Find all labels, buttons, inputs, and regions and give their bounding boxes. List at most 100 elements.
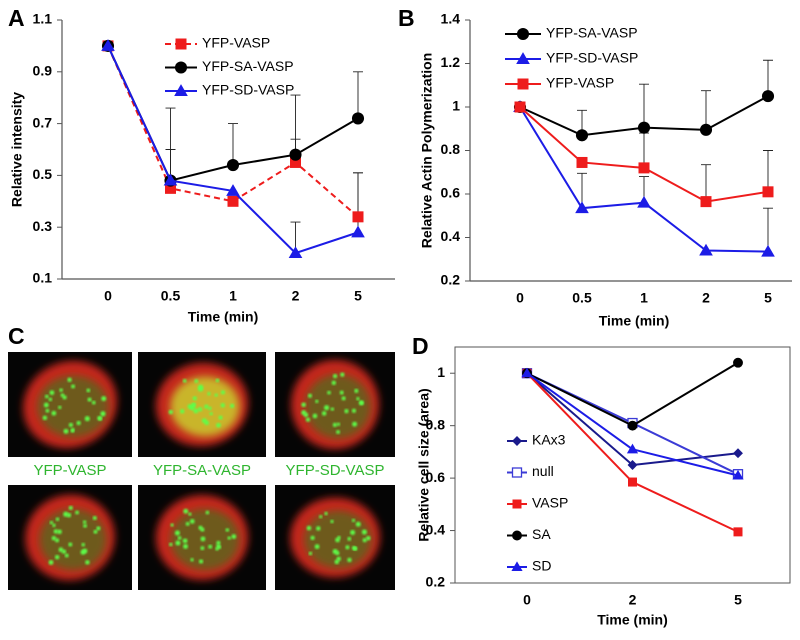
puncta <box>231 534 237 539</box>
puncta <box>301 402 306 408</box>
marker <box>576 156 588 168</box>
y-tick-label: 0.6 <box>441 185 461 201</box>
puncta <box>98 416 103 421</box>
puncta <box>352 421 358 427</box>
puncta <box>60 393 65 398</box>
error-bar <box>701 90 711 130</box>
puncta <box>96 526 101 531</box>
plot-frame <box>454 346 791 584</box>
puncta <box>87 397 92 402</box>
puncta <box>204 404 209 409</box>
puncta <box>197 407 203 412</box>
error-bar <box>763 150 773 192</box>
puncta <box>324 405 330 411</box>
puncta <box>68 505 73 510</box>
puncta <box>80 549 86 555</box>
legend-label: SA <box>532 526 551 542</box>
puncta <box>353 546 357 551</box>
puncta <box>53 529 59 534</box>
puncta <box>175 540 181 546</box>
puncta <box>59 388 63 392</box>
puncta <box>49 520 54 525</box>
puncta <box>305 417 311 422</box>
puncta <box>188 512 192 516</box>
puncta <box>45 408 50 413</box>
x-tick-label: 0.5 <box>572 290 592 306</box>
y-tick-label: 0.4 <box>441 228 461 244</box>
y-tick-label: 1.1 <box>33 11 53 27</box>
legend-marker <box>512 499 522 509</box>
puncta <box>216 540 221 546</box>
puncta <box>209 412 213 416</box>
marker <box>762 186 774 198</box>
legend-label: YFP-SD-VASP <box>546 50 638 66</box>
x-tick-label: 0 <box>104 288 112 304</box>
puncta <box>85 560 90 565</box>
y-tick-label: 0.2 <box>426 574 446 590</box>
marker <box>351 225 365 238</box>
puncta <box>91 400 96 405</box>
x-axis-title: Time (min) <box>599 313 670 329</box>
puncta <box>64 553 69 558</box>
marker <box>761 244 775 257</box>
legend-label: YFP-SA-VASP <box>546 25 638 41</box>
puncta <box>220 403 225 408</box>
puncta <box>182 538 188 544</box>
puncta <box>321 411 327 416</box>
legend-label: YFP-SA-VASP <box>202 58 294 74</box>
y-tick-label: 0.8 <box>441 141 461 157</box>
legend-marker <box>517 78 529 90</box>
puncta <box>82 520 87 524</box>
puncta <box>218 415 223 420</box>
puncta <box>201 418 207 424</box>
puncta <box>230 403 235 408</box>
puncta <box>93 529 98 534</box>
y-tick-label: 1 <box>452 98 460 114</box>
marker <box>733 448 743 459</box>
marker <box>628 477 637 487</box>
x-tick-label: 1 <box>229 288 237 304</box>
legend-marker <box>511 467 523 478</box>
puncta <box>68 422 74 428</box>
panel-label: B <box>398 5 415 31</box>
micrograph-label: YFP-VASP <box>33 462 106 479</box>
legend-marker <box>512 436 522 446</box>
x-axis-title: Time (min) <box>597 612 668 628</box>
puncta <box>214 393 218 397</box>
puncta <box>83 523 87 528</box>
marker <box>514 101 526 113</box>
puncta <box>61 549 67 554</box>
marker <box>575 129 589 142</box>
puncta <box>200 527 205 532</box>
marker <box>699 243 713 256</box>
puncta <box>347 557 352 563</box>
x-tick-label: 0 <box>516 290 524 306</box>
cell-body <box>39 508 107 571</box>
y-tick-label: 0.8 <box>426 416 446 432</box>
puncta <box>303 412 309 418</box>
puncta <box>220 390 225 395</box>
puncta <box>327 390 331 395</box>
puncta <box>366 535 371 541</box>
x-tick-label: 1 <box>640 290 648 306</box>
puncta <box>332 549 338 555</box>
puncta <box>345 545 350 550</box>
puncta <box>70 429 75 433</box>
cell-body <box>305 374 371 439</box>
puncta <box>351 408 357 413</box>
puncta <box>198 384 204 390</box>
puncta <box>350 530 356 536</box>
puncta <box>200 536 206 542</box>
puncta <box>168 409 174 415</box>
puncta <box>341 396 346 401</box>
marker <box>733 527 743 537</box>
puncta <box>76 420 81 426</box>
puncta <box>92 515 97 520</box>
y-tick-label: 0.9 <box>33 63 53 79</box>
puncta <box>199 559 204 564</box>
puncta <box>308 551 313 556</box>
puncta <box>66 513 72 518</box>
legend-marker <box>516 52 530 64</box>
puncta <box>319 515 323 519</box>
